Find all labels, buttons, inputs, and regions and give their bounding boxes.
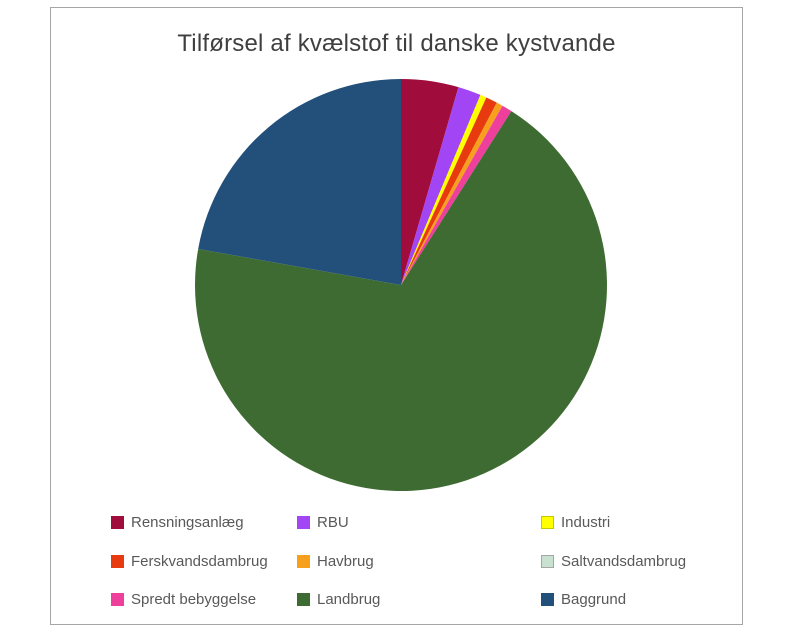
legend-label: RBU bbox=[317, 514, 349, 531]
legend-label: Havbrug bbox=[317, 553, 374, 570]
legend-item: Havbrug bbox=[297, 553, 374, 570]
legend-label: Industri bbox=[561, 514, 611, 531]
legend-item: Baggrund bbox=[541, 591, 626, 608]
legend-label: Baggrund bbox=[561, 591, 627, 608]
legend-item: Saltvandsdambrug bbox=[541, 553, 686, 570]
legend-label: Rensningsanlæg bbox=[131, 514, 244, 531]
pie-slice-industri bbox=[401, 94, 487, 286]
legend-swatch-saltvandsdambrug bbox=[541, 555, 554, 568]
legend-swatch-industri bbox=[541, 516, 554, 529]
legend-label: Landbrug bbox=[317, 591, 381, 608]
pie-slice-landbrug bbox=[195, 111, 608, 492]
pie-slice-havbrug bbox=[401, 102, 503, 285]
chart-title: Tilførsel af kvælstof til danske kystvan… bbox=[177, 30, 616, 57]
pie-slice-baggrund bbox=[198, 78, 401, 285]
legend-swatch-ferskvandsdambrug bbox=[111, 555, 124, 568]
legend-label: Spredt bebyggelse bbox=[131, 591, 257, 608]
chart-panel: Tilførsel af kvælstof til danske kystvan… bbox=[50, 7, 743, 625]
legend-item: Spredt bebyggelse bbox=[111, 591, 256, 608]
legend-label: Saltvandsdambrug bbox=[561, 553, 687, 570]
legend-swatch-havbrug bbox=[297, 555, 310, 568]
legend-swatch-baggrund bbox=[541, 593, 554, 606]
legend-item: Ferskvandsdambrug bbox=[111, 553, 268, 570]
legend-swatch-rbu bbox=[297, 516, 310, 529]
legend-swatch-landbrug bbox=[297, 593, 310, 606]
legend-item: Rensningsanlæg bbox=[111, 514, 244, 531]
pie-slice-ferskvandsdambrug bbox=[401, 97, 497, 286]
legend-item: Landbrug bbox=[297, 591, 380, 608]
pie-slice-spredt-bebyggelse bbox=[401, 105, 512, 286]
legend-item: Industri bbox=[541, 514, 610, 531]
legend-item: RBU bbox=[297, 514, 349, 531]
pie-chart bbox=[195, 78, 608, 492]
legend-swatch-spredt-bebyggelse bbox=[111, 593, 124, 606]
legend-label: Ferskvandsdambrug bbox=[131, 553, 268, 570]
legend-swatch-rensningsanlaeg bbox=[111, 516, 124, 529]
pie-slice-rensningsanlaeg bbox=[401, 79, 459, 285]
pie-slice-rbu bbox=[401, 87, 481, 286]
